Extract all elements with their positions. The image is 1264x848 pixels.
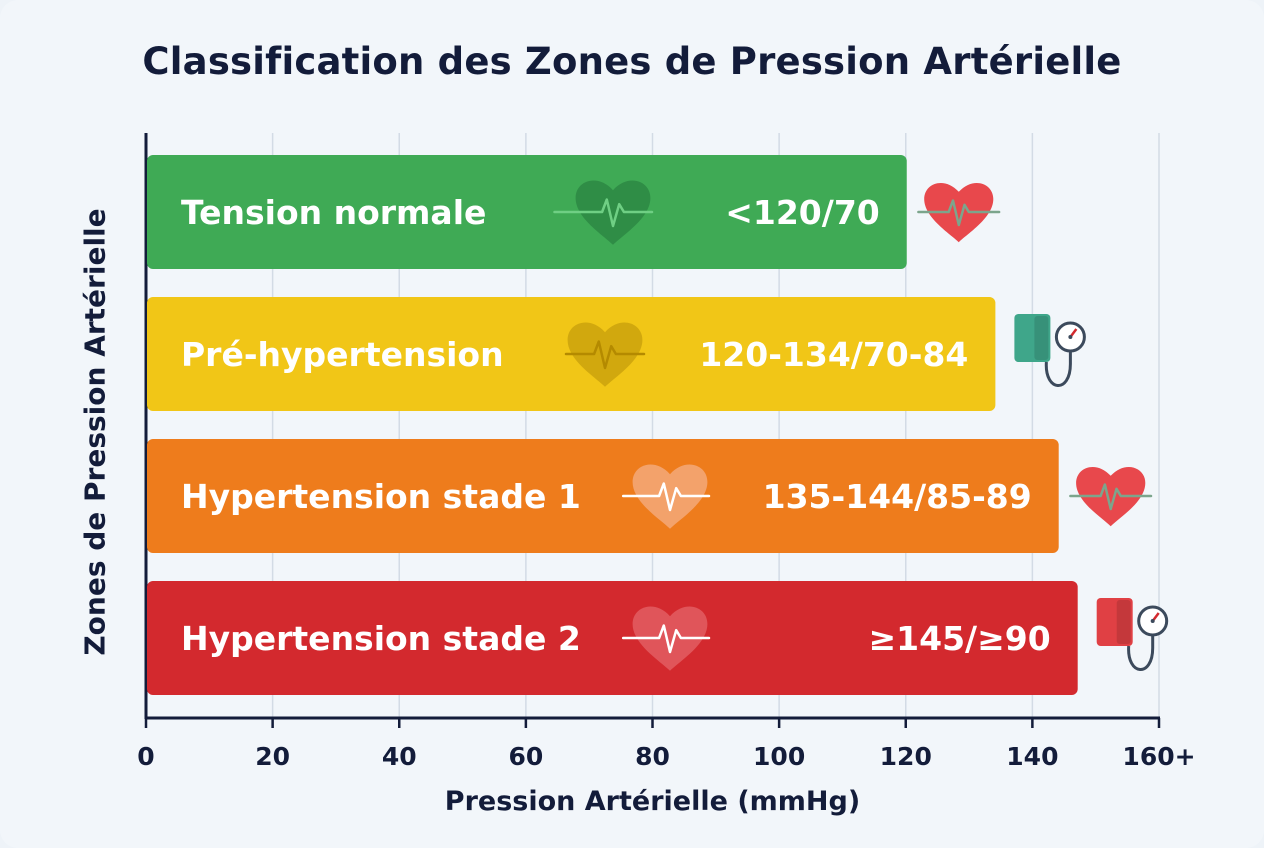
chart-title: Classification des Zones de Pression Art… bbox=[142, 40, 1122, 83]
bar-value-label: <120/70 bbox=[725, 193, 880, 232]
bar-value-label: 120-134/70-84 bbox=[699, 335, 968, 374]
bar-value-label: 135-144/85-89 bbox=[763, 477, 1032, 516]
x-tick-label: 80 bbox=[635, 742, 670, 771]
bar-value-label: ≥145/≥90 bbox=[869, 619, 1051, 658]
heart-icon bbox=[621, 606, 711, 671]
heart-icon bbox=[553, 180, 654, 245]
bar-group: Pré-hypertension 120-134/70-84 bbox=[147, 297, 1086, 411]
bar-category-label: Pré-hypertension bbox=[181, 335, 504, 374]
bar-group: Hypertension stade 1 135-144/85-89 bbox=[147, 439, 1153, 553]
x-axis-label: Pression Artérielle (mmHg) bbox=[444, 786, 861, 817]
blood-pressure-monitor-icon bbox=[1096, 598, 1169, 671]
x-tick-label: 160+ bbox=[1122, 742, 1195, 771]
bar-group: Hypertension stade 2 ≥145/≥90 bbox=[147, 581, 1169, 695]
x-tick-label: 60 bbox=[508, 742, 543, 771]
x-tick-label: 120 bbox=[880, 742, 932, 771]
heart-icon bbox=[564, 322, 646, 387]
bar bbox=[147, 155, 907, 269]
x-tick-label: 0 bbox=[137, 742, 154, 771]
bar-category-label: Hypertension stade 2 bbox=[181, 619, 581, 658]
bar bbox=[147, 581, 1078, 695]
bar bbox=[147, 439, 1059, 553]
x-tick-label: 100 bbox=[753, 742, 805, 771]
heart-icon bbox=[1069, 466, 1153, 527]
heart-icon bbox=[917, 182, 1001, 243]
blood-pressure-monitor-icon bbox=[1014, 314, 1086, 387]
bar-category-label: Hypertension stade 1 bbox=[181, 477, 581, 516]
bar-group: Tension normale <120/70 bbox=[147, 155, 1001, 269]
x-tick-label: 20 bbox=[255, 742, 290, 771]
heart-icon bbox=[621, 464, 711, 529]
x-tick-label: 40 bbox=[382, 742, 417, 771]
x-tick-label: 140 bbox=[1006, 742, 1058, 771]
bar-category-label: Tension normale bbox=[181, 193, 486, 232]
